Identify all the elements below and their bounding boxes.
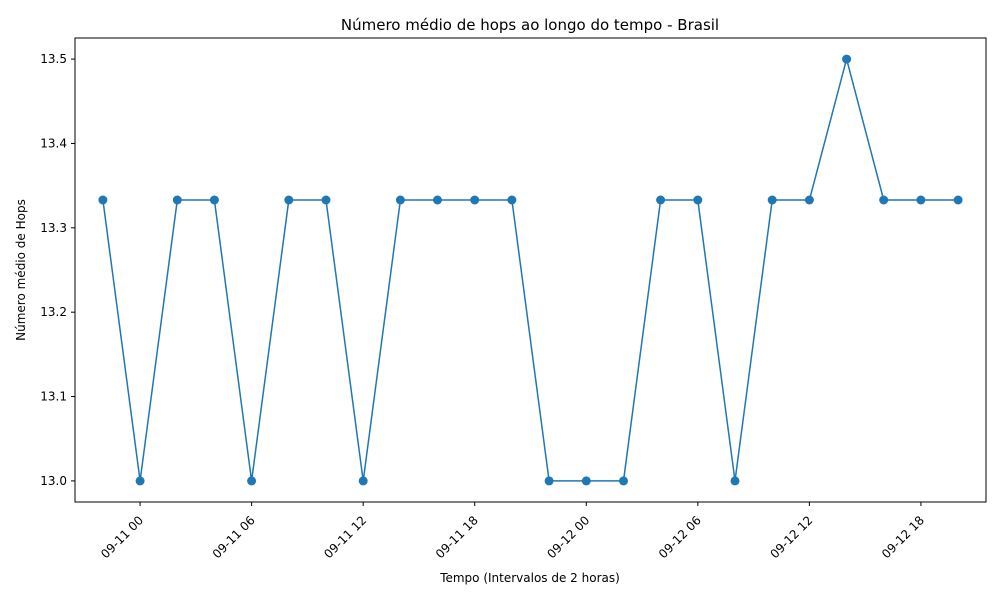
- data-point: [284, 195, 294, 205]
- x-axis: 09-11 00 09-11 06 09-11 12 09-11 18 09-12 00…: [98, 502, 927, 561]
- data-point: [470, 195, 480, 205]
- y-tick-label: 13.4: [40, 136, 67, 150]
- x-tick-label: 09-11 12: [321, 513, 369, 561]
- data-point: [656, 195, 666, 205]
- data-point: [804, 195, 814, 205]
- data-point: [433, 195, 442, 205]
- x-tick-label: 09-11 00: [98, 513, 146, 561]
- data-point: [395, 195, 405, 205]
- y-tick-label: 13.1: [40, 390, 67, 404]
- y-tick-label: 13.2: [40, 305, 67, 319]
- data-point: [581, 476, 591, 486]
- x-tick-label: 09-12 18: [879, 513, 927, 561]
- y-axis: 13.0 13.1 13.2 13.3 13.4 13.5: [40, 52, 75, 488]
- x-tick-label: 09-12 12: [767, 513, 815, 561]
- x-tick-label: 09-11 06: [210, 513, 258, 561]
- chart-title: Número médio de hops ao longo do tempo -…: [341, 16, 719, 34]
- data-point: [507, 195, 517, 205]
- data-point: [767, 195, 777, 205]
- data-point: [135, 476, 145, 486]
- data-point: [916, 195, 926, 205]
- data-point: [172, 195, 182, 205]
- y-tick-label: 13.5: [40, 52, 67, 66]
- x-tick-label: 09-12 00: [544, 513, 592, 561]
- x-tick-label: 09-11 18: [433, 513, 481, 561]
- data-point: [209, 195, 219, 205]
- data-point: [953, 195, 963, 205]
- x-tick-label: 09-12 06: [656, 513, 704, 561]
- data-point: [247, 476, 257, 486]
- data-point: [544, 476, 554, 486]
- series-layer: [98, 54, 963, 486]
- series-line: [102, 56, 959, 482]
- data-point: [619, 476, 628, 486]
- data-point: [321, 195, 331, 205]
- data-point: [842, 54, 852, 64]
- data-point: [358, 476, 368, 486]
- data-point: [879, 195, 889, 205]
- data-point: [730, 476, 740, 486]
- y-tick-label: 13.0: [40, 474, 67, 488]
- y-axis-title: Número médio de Hops: [14, 199, 28, 341]
- data-point: [98, 195, 108, 205]
- x-axis-title: Tempo (Intervalos de 2 horas): [439, 571, 620, 585]
- data-point: [693, 195, 703, 205]
- y-tick-label: 13.3: [40, 221, 67, 235]
- plot-frame: [74, 37, 987, 503]
